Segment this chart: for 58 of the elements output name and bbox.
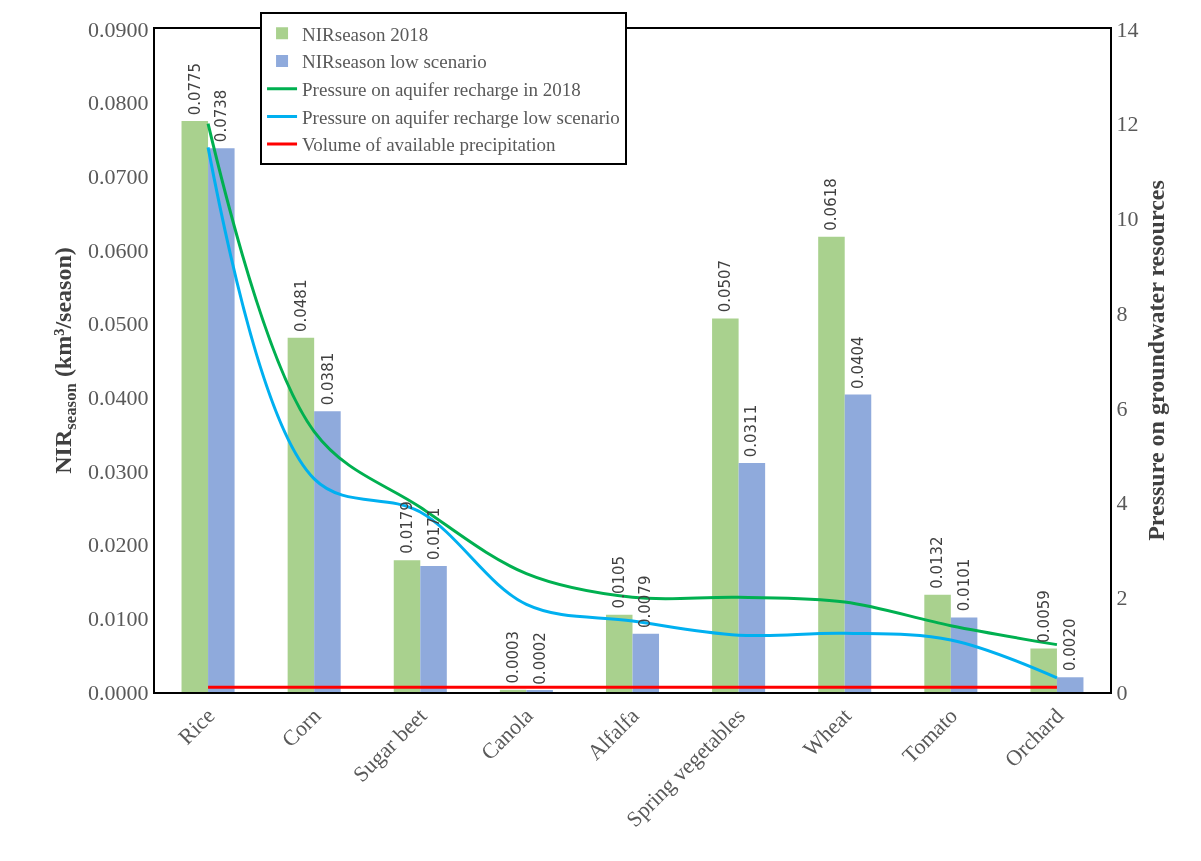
y-tick-label: 0.0400 (88, 385, 149, 411)
y2-tick-label: 10 (1116, 206, 1139, 232)
y-tick-label: 0.0800 (88, 90, 149, 116)
x-tick-label: Corn (276, 703, 326, 752)
y-tick-label: 0.0900 (88, 16, 149, 42)
bar (287, 337, 315, 692)
bar (632, 633, 660, 692)
data-label: 0.0179 (398, 501, 417, 554)
bar (208, 148, 235, 692)
y-tick-label: 0.0300 (88, 458, 149, 484)
data-label: 0.0003 (503, 630, 522, 684)
bar (844, 394, 872, 692)
y2-axis-title: Pressure on groundwater resources (1143, 180, 1170, 541)
data-label: 0.0132 (928, 536, 947, 589)
y-tick-label: 0.0700 (88, 164, 149, 190)
data-label: 0.0618 (822, 178, 841, 231)
data-label: 0.0101 (955, 558, 973, 612)
y2-tick-label: 4 (1116, 490, 1128, 516)
data-label: 0.0481 (291, 279, 310, 333)
data-label: 0.0059 (1034, 590, 1053, 643)
data-label: 0.0079 (636, 575, 655, 629)
data-label: 0.0171 (425, 507, 444, 561)
bar (393, 560, 421, 692)
data-label: 0.0507 (716, 259, 735, 313)
bar (1056, 677, 1084, 692)
legend-label: Pressure on aquifer recharge in 2018 (302, 79, 581, 101)
bar (420, 566, 447, 692)
bar (605, 614, 633, 692)
bar (181, 121, 209, 692)
data-label: 0.0311 (742, 404, 761, 458)
legend-label: Volume of available precipitation (302, 134, 556, 156)
y-tick-label: 0.0600 (88, 237, 149, 263)
bar (314, 411, 341, 692)
data-label: 0.0105 (610, 555, 629, 609)
data-label: 0.0381 (318, 352, 337, 406)
y2-tick-label: 0 (1116, 679, 1128, 705)
y2-tick-label: 6 (1116, 395, 1128, 421)
legend-label: Pressure on aquifer recharge low scenario (302, 106, 620, 128)
bar (738, 462, 766, 692)
data-label: 0.0020 (1061, 618, 1080, 671)
legend-label: NIRseason low scenario (302, 51, 487, 73)
y-tick-label: 0.0200 (88, 532, 149, 558)
y2-tick-label: 12 (1116, 111, 1139, 137)
y-tick-label: 0.0100 (88, 606, 149, 632)
y2-tick-label: 2 (1116, 584, 1128, 610)
data-label: 0.0775 (186, 62, 205, 116)
y-tick-label: 0.0500 (88, 311, 149, 337)
x-tick-label: Rice (173, 703, 220, 750)
bar (712, 318, 739, 692)
bar (924, 594, 951, 692)
bar (818, 236, 845, 692)
data-label: 0.0404 (849, 336, 868, 389)
y-tick-label: 0.0000 (88, 679, 149, 705)
y2-tick-label: 14 (1116, 16, 1139, 42)
legend-label: NIRseason 2018 (302, 23, 429, 45)
y2-tick-label: 8 (1116, 300, 1128, 326)
data-label: 0.0002 (530, 632, 549, 685)
data-label: 0.0738 (212, 89, 231, 143)
